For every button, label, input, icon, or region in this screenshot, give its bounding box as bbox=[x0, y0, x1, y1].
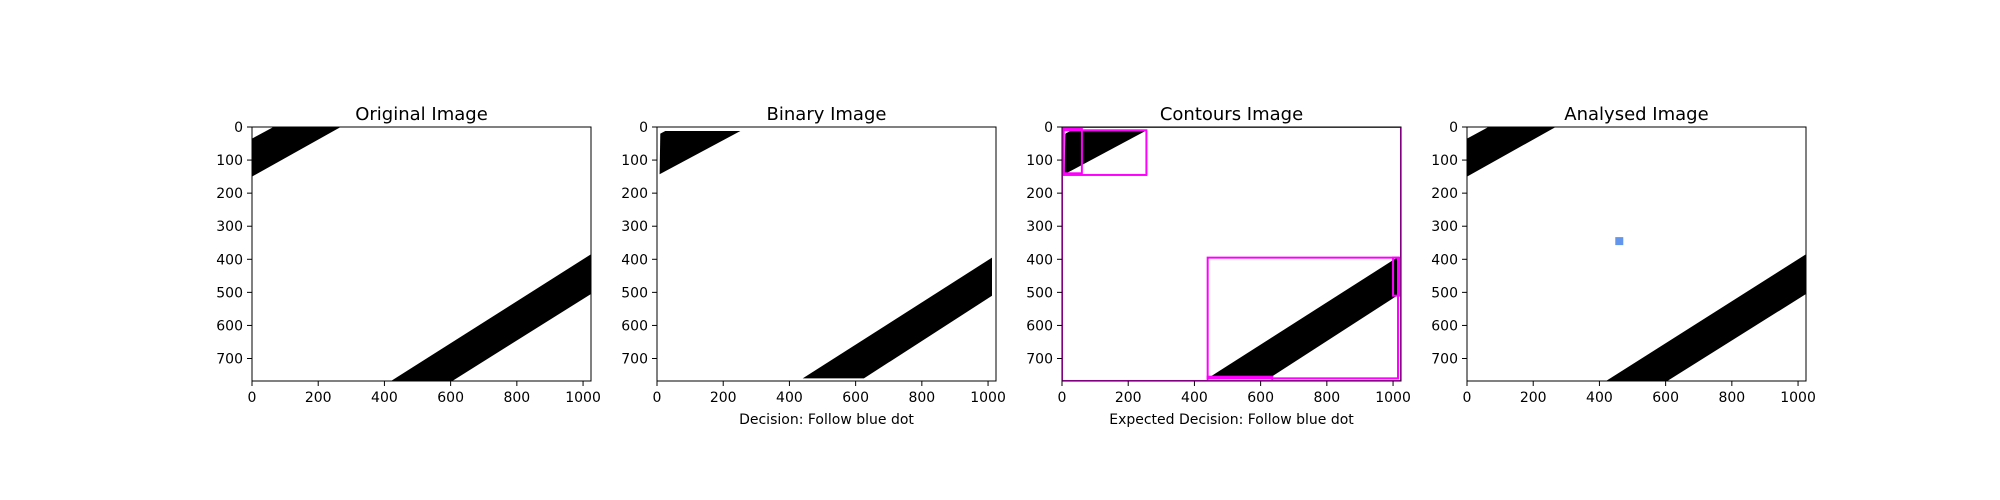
x-tick-label: 800 bbox=[1718, 390, 1745, 406]
y-tick-label: 0 bbox=[1449, 120, 1458, 136]
y-tick-label: 600 bbox=[621, 318, 648, 334]
image-content bbox=[252, 127, 591, 381]
y-tick-label: 0 bbox=[639, 120, 648, 136]
x-tick-label: 200 bbox=[1115, 390, 1142, 406]
panel-frame bbox=[1466, 126, 1807, 382]
y-tick-label: 100 bbox=[1026, 153, 1053, 169]
y-tick-label: 100 bbox=[216, 153, 243, 169]
panel-frame bbox=[1061, 126, 1402, 382]
y-tick-label: 500 bbox=[1026, 285, 1053, 301]
contour-box bbox=[1206, 256, 1400, 380]
y-tick-label: 0 bbox=[1044, 120, 1053, 136]
x-tick-label: 600 bbox=[1247, 390, 1274, 406]
y-tick-label: 500 bbox=[621, 285, 648, 301]
y-tick-label: 700 bbox=[1026, 352, 1053, 368]
black-band bbox=[1064, 131, 1146, 175]
image-content bbox=[1467, 127, 1806, 381]
panel-caption: Decision: Follow blue dot bbox=[739, 412, 914, 428]
y-tick-label: 300 bbox=[1431, 219, 1458, 235]
image-area bbox=[252, 127, 591, 381]
panel-4: 0 200 400 600 800 1000 0 100 200 300 400 500 600 700 A… bbox=[1431, 104, 1816, 406]
panel-title: Original Image bbox=[355, 104, 488, 125]
black-band bbox=[1606, 254, 1806, 381]
x-tick-label: 0 bbox=[1058, 390, 1067, 406]
y-tick-label: 400 bbox=[621, 252, 648, 268]
x-tick-label: 200 bbox=[1520, 390, 1547, 406]
contour-box bbox=[1062, 127, 1083, 175]
black-band bbox=[1467, 127, 1556, 177]
y-tick-label: 600 bbox=[1431, 318, 1458, 334]
y-tick-label: 200 bbox=[1431, 186, 1458, 202]
contour-box bbox=[1206, 375, 1274, 381]
x-tick-label: 0 bbox=[248, 390, 257, 406]
x-tick-label: 400 bbox=[776, 390, 803, 406]
y-tick-label: 700 bbox=[621, 352, 648, 368]
y-tick-label: 600 bbox=[1026, 318, 1053, 334]
panel-caption: Expected Decision: Follow blue dot bbox=[1109, 412, 1354, 428]
image-area bbox=[657, 127, 996, 381]
y-tick-label: 400 bbox=[1431, 252, 1458, 268]
panel-title: Analysed Image bbox=[1564, 104, 1708, 125]
y-tick-label: 400 bbox=[216, 252, 243, 268]
x-tick-label: 0 bbox=[1463, 390, 1472, 406]
x-tick-label: 600 bbox=[842, 390, 869, 406]
x-tick-label: 1000 bbox=[1375, 390, 1411, 406]
x-tick-label: 1000 bbox=[970, 390, 1006, 406]
y-tick-label: 300 bbox=[216, 219, 243, 235]
panel-title: Binary Image bbox=[767, 104, 887, 125]
x-tick-label: 1000 bbox=[565, 390, 601, 406]
y-tick-label: 0 bbox=[234, 120, 243, 136]
x-tick-label: 400 bbox=[371, 390, 398, 406]
black-band bbox=[802, 257, 992, 379]
panel-3: 0 200 400 600 800 1000 0 100 200 300 400 500 600 700 C… bbox=[1026, 104, 1411, 428]
x-tick-label: 600 bbox=[1652, 390, 1679, 406]
image-content bbox=[659, 131, 992, 379]
x-tick-label: 0 bbox=[653, 390, 662, 406]
x-tick-label: 600 bbox=[437, 390, 464, 406]
image-content bbox=[1062, 127, 1401, 381]
y-tick-label: 400 bbox=[1026, 252, 1053, 268]
panel-frame bbox=[251, 126, 592, 382]
black-band bbox=[659, 131, 741, 175]
x-tick-label: 200 bbox=[710, 390, 737, 406]
x-tick-label: 1000 bbox=[1780, 390, 1816, 406]
x-tick-label: 800 bbox=[1313, 390, 1340, 406]
y-tick-label: 500 bbox=[216, 285, 243, 301]
y-tick-label: 200 bbox=[1026, 186, 1053, 202]
y-tick-label: 300 bbox=[1026, 219, 1053, 235]
y-tick-label: 100 bbox=[1431, 153, 1458, 169]
panel-2: 0 200 400 600 800 1000 0 100 200 300 400 500 600 700 B… bbox=[621, 104, 1006, 428]
y-tick-label: 600 bbox=[216, 318, 243, 334]
x-tick-label: 200 bbox=[305, 390, 332, 406]
y-tick-label: 100 bbox=[621, 153, 648, 169]
image-area bbox=[1467, 127, 1806, 381]
x-tick-label: 800 bbox=[503, 390, 530, 406]
y-tick-label: 500 bbox=[1431, 285, 1458, 301]
y-tick-label: 200 bbox=[621, 186, 648, 202]
black-band bbox=[1207, 257, 1397, 379]
blue-dot bbox=[1615, 237, 1624, 246]
y-tick-label: 700 bbox=[216, 352, 243, 368]
panel-frame bbox=[656, 126, 997, 382]
y-tick-label: 300 bbox=[621, 219, 648, 235]
panel-title: Contours Image bbox=[1160, 104, 1303, 125]
x-tick-label: 400 bbox=[1586, 390, 1613, 406]
black-band bbox=[252, 127, 341, 177]
x-tick-label: 400 bbox=[1181, 390, 1208, 406]
y-tick-label: 700 bbox=[1431, 352, 1458, 368]
x-tick-label: 800 bbox=[908, 390, 935, 406]
image-area bbox=[1062, 127, 1401, 381]
y-tick-label: 200 bbox=[216, 186, 243, 202]
contour-box bbox=[1392, 256, 1401, 297]
black-band bbox=[391, 254, 591, 381]
panel-1: 0 200 400 600 800 1000 0 100 200 300 400 500 600 700 O… bbox=[216, 104, 601, 406]
